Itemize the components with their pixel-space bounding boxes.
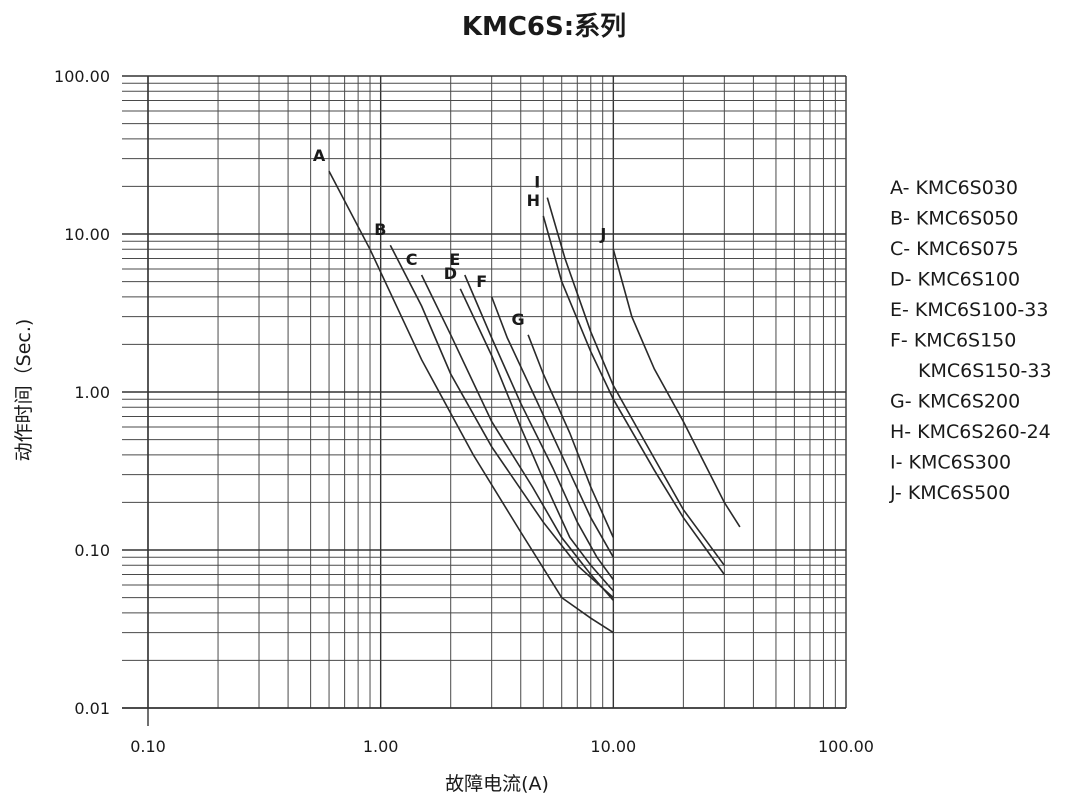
curve-a <box>328 170 614 634</box>
curve-label-e: E <box>449 250 460 269</box>
curve-label-c: C <box>406 250 418 269</box>
curve-d <box>459 288 614 592</box>
curve-label-b: B <box>374 220 386 239</box>
chart-legend: A- KMC6S030 B- KMC6S050 C- KMC6S075 D- KMC6… <box>889 177 1052 504</box>
legend-item: I- KMC6S300 <box>890 452 1011 474</box>
curve-c <box>420 274 614 601</box>
y-axis-label: 动作时间（Sec.) <box>13 319 35 462</box>
x-tick-label: 100.00 <box>818 737 874 756</box>
x-tick-label: 0.10 <box>130 737 166 756</box>
legend-item: B- KMC6S050 <box>890 208 1018 230</box>
legend-item: H- KMC6S260-24 <box>890 421 1051 443</box>
chart-axes <box>122 76 846 726</box>
y-tick-label: 0.10 <box>74 541 110 560</box>
x-tick-label: 1.00 <box>363 737 399 756</box>
chart-grid <box>122 75 847 709</box>
chart-curves <box>328 170 741 634</box>
curve-e <box>464 274 614 581</box>
curve-f <box>490 296 614 558</box>
legend-item: E- KMC6S100-33 <box>890 299 1048 321</box>
y-tick-label: 0.01 <box>74 699 110 718</box>
curve-b <box>389 244 614 599</box>
y-tick-label: 100.00 <box>54 67 110 86</box>
chart-title: KMC6S:系列 <box>461 12 627 42</box>
curve-label-a: A <box>313 146 326 165</box>
x-axis-label: 故障电流(A) <box>445 773 549 795</box>
curve-j <box>612 249 741 528</box>
legend-item: G- KMC6S200 <box>890 391 1020 413</box>
y-tick-label: 1.00 <box>74 383 110 402</box>
legend-item: D- KMC6S100 <box>890 269 1020 291</box>
legend-item: C- KMC6S075 <box>890 238 1019 260</box>
legend-item: KMC6S150-33 <box>918 360 1052 382</box>
tick-labels: 0.10 1.00 10.00 100.00 0.01 0.10 1.00 10.00 100.… <box>54 67 874 756</box>
x-tick-label: 10.00 <box>590 737 636 756</box>
curve-i <box>546 197 725 566</box>
legend-item: F- KMC6S150 <box>890 330 1016 352</box>
legend-item: A- KMC6S030 <box>890 177 1018 199</box>
curve-label-f: F <box>476 272 487 291</box>
y-tick-label: 10.00 <box>64 225 110 244</box>
curve-h <box>542 215 725 575</box>
legend-item: J- KMC6S500 <box>889 482 1010 504</box>
curve-label-i: I <box>534 173 540 192</box>
curve-label-h: H <box>527 191 540 210</box>
curve-label-d: D <box>444 264 457 283</box>
curve-label-g: G <box>511 310 524 329</box>
curve-label-j: J <box>599 224 606 243</box>
curve-labels: A B C DEF G HI J <box>313 146 606 329</box>
curve-g <box>527 334 615 538</box>
